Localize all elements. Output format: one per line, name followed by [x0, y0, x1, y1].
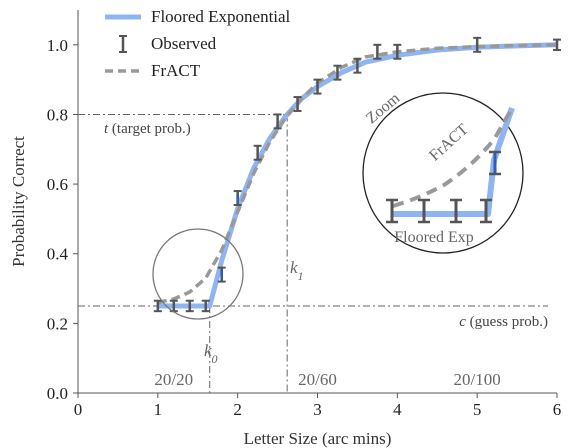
- x-tick-label: 0: [74, 400, 83, 419]
- x-tick-label: 4: [393, 400, 402, 419]
- chart-axes: 0 1 2 3 4 5 6 0.0 0.2 0.4 0.6 0.8 1.0 Letter Size (ar…: [9, 10, 561, 448]
- observed-points: [153, 36, 561, 313]
- legend-entry: FrACT: [151, 61, 201, 80]
- observed-point: [153, 299, 162, 313]
- x-tick-label: 1: [154, 400, 163, 419]
- y-tick-label: 0.8: [47, 105, 68, 124]
- acuity-label: 20/100: [454, 370, 501, 389]
- legend-entry: Floored Exponential: [151, 7, 291, 26]
- observed-point: [253, 144, 262, 161]
- legend-observed-swatch: [119, 35, 127, 53]
- observed-point: [353, 57, 362, 74]
- observed-point: [333, 64, 342, 81]
- legend: Floored Exponential Observed FrACT: [105, 7, 291, 80]
- inset-observed-point: [418, 198, 430, 224]
- y-axis-title: Probability Correct: [9, 136, 28, 267]
- observed-point: [313, 78, 322, 95]
- zoom-source-circle: [152, 228, 244, 320]
- acuity-label: 20/20: [154, 370, 193, 389]
- observed-point: [185, 299, 194, 313]
- observed-point: [201, 299, 210, 313]
- y-tick-label: 0.6: [47, 175, 68, 194]
- k1-label: k1: [290, 258, 304, 283]
- inset-floored-label: Floored Exp: [394, 229, 474, 246]
- k0-label: k0: [204, 341, 218, 366]
- inset-fract-line: [392, 107, 514, 208]
- observed-point: [217, 266, 226, 283]
- small-zoom-circle: [152, 228, 244, 320]
- legend-entry: Observed: [151, 34, 217, 53]
- observed-point: [553, 38, 561, 52]
- guess-prob-label: c (guess prob.): [459, 314, 548, 330]
- observed-point: [293, 96, 302, 112]
- inset-observed-point: [489, 150, 501, 176]
- observed-point: [233, 190, 242, 206]
- y-tick-label: 0.4: [47, 245, 69, 264]
- observed-point: [273, 113, 282, 130]
- x-tick-label: 3: [313, 400, 322, 419]
- y-tick-label: 0.0: [47, 384, 68, 403]
- target-prob-label: t (target prob.): [104, 121, 191, 137]
- fract-line: [157, 43, 558, 305]
- x-axis-title: Letter Size (arc mins): [244, 429, 392, 448]
- y-tick-label: 1.0: [47, 36, 68, 55]
- observed-point: [169, 299, 178, 313]
- inset-observed-point: [386, 198, 398, 224]
- annotations: t (target prob.) c (guess prob.) k0 k1 20/20…: [104, 121, 548, 389]
- inset-observed-point: [450, 198, 462, 224]
- inset-floored-line: [392, 107, 515, 217]
- x-tick-label: 2: [233, 400, 242, 419]
- observed-point: [373, 43, 382, 60]
- acuity-label: 20/60: [298, 370, 337, 389]
- series-lines: [157, 42, 558, 309]
- reference-lines: [78, 113, 548, 393]
- observed-point: [473, 36, 482, 53]
- x-tick-label: 5: [473, 400, 482, 419]
- x-tick-label: 6: [553, 400, 562, 419]
- inset-observed-point: [480, 198, 492, 224]
- observed-point: [393, 43, 402, 60]
- y-tick-label: 0.2: [47, 314, 68, 333]
